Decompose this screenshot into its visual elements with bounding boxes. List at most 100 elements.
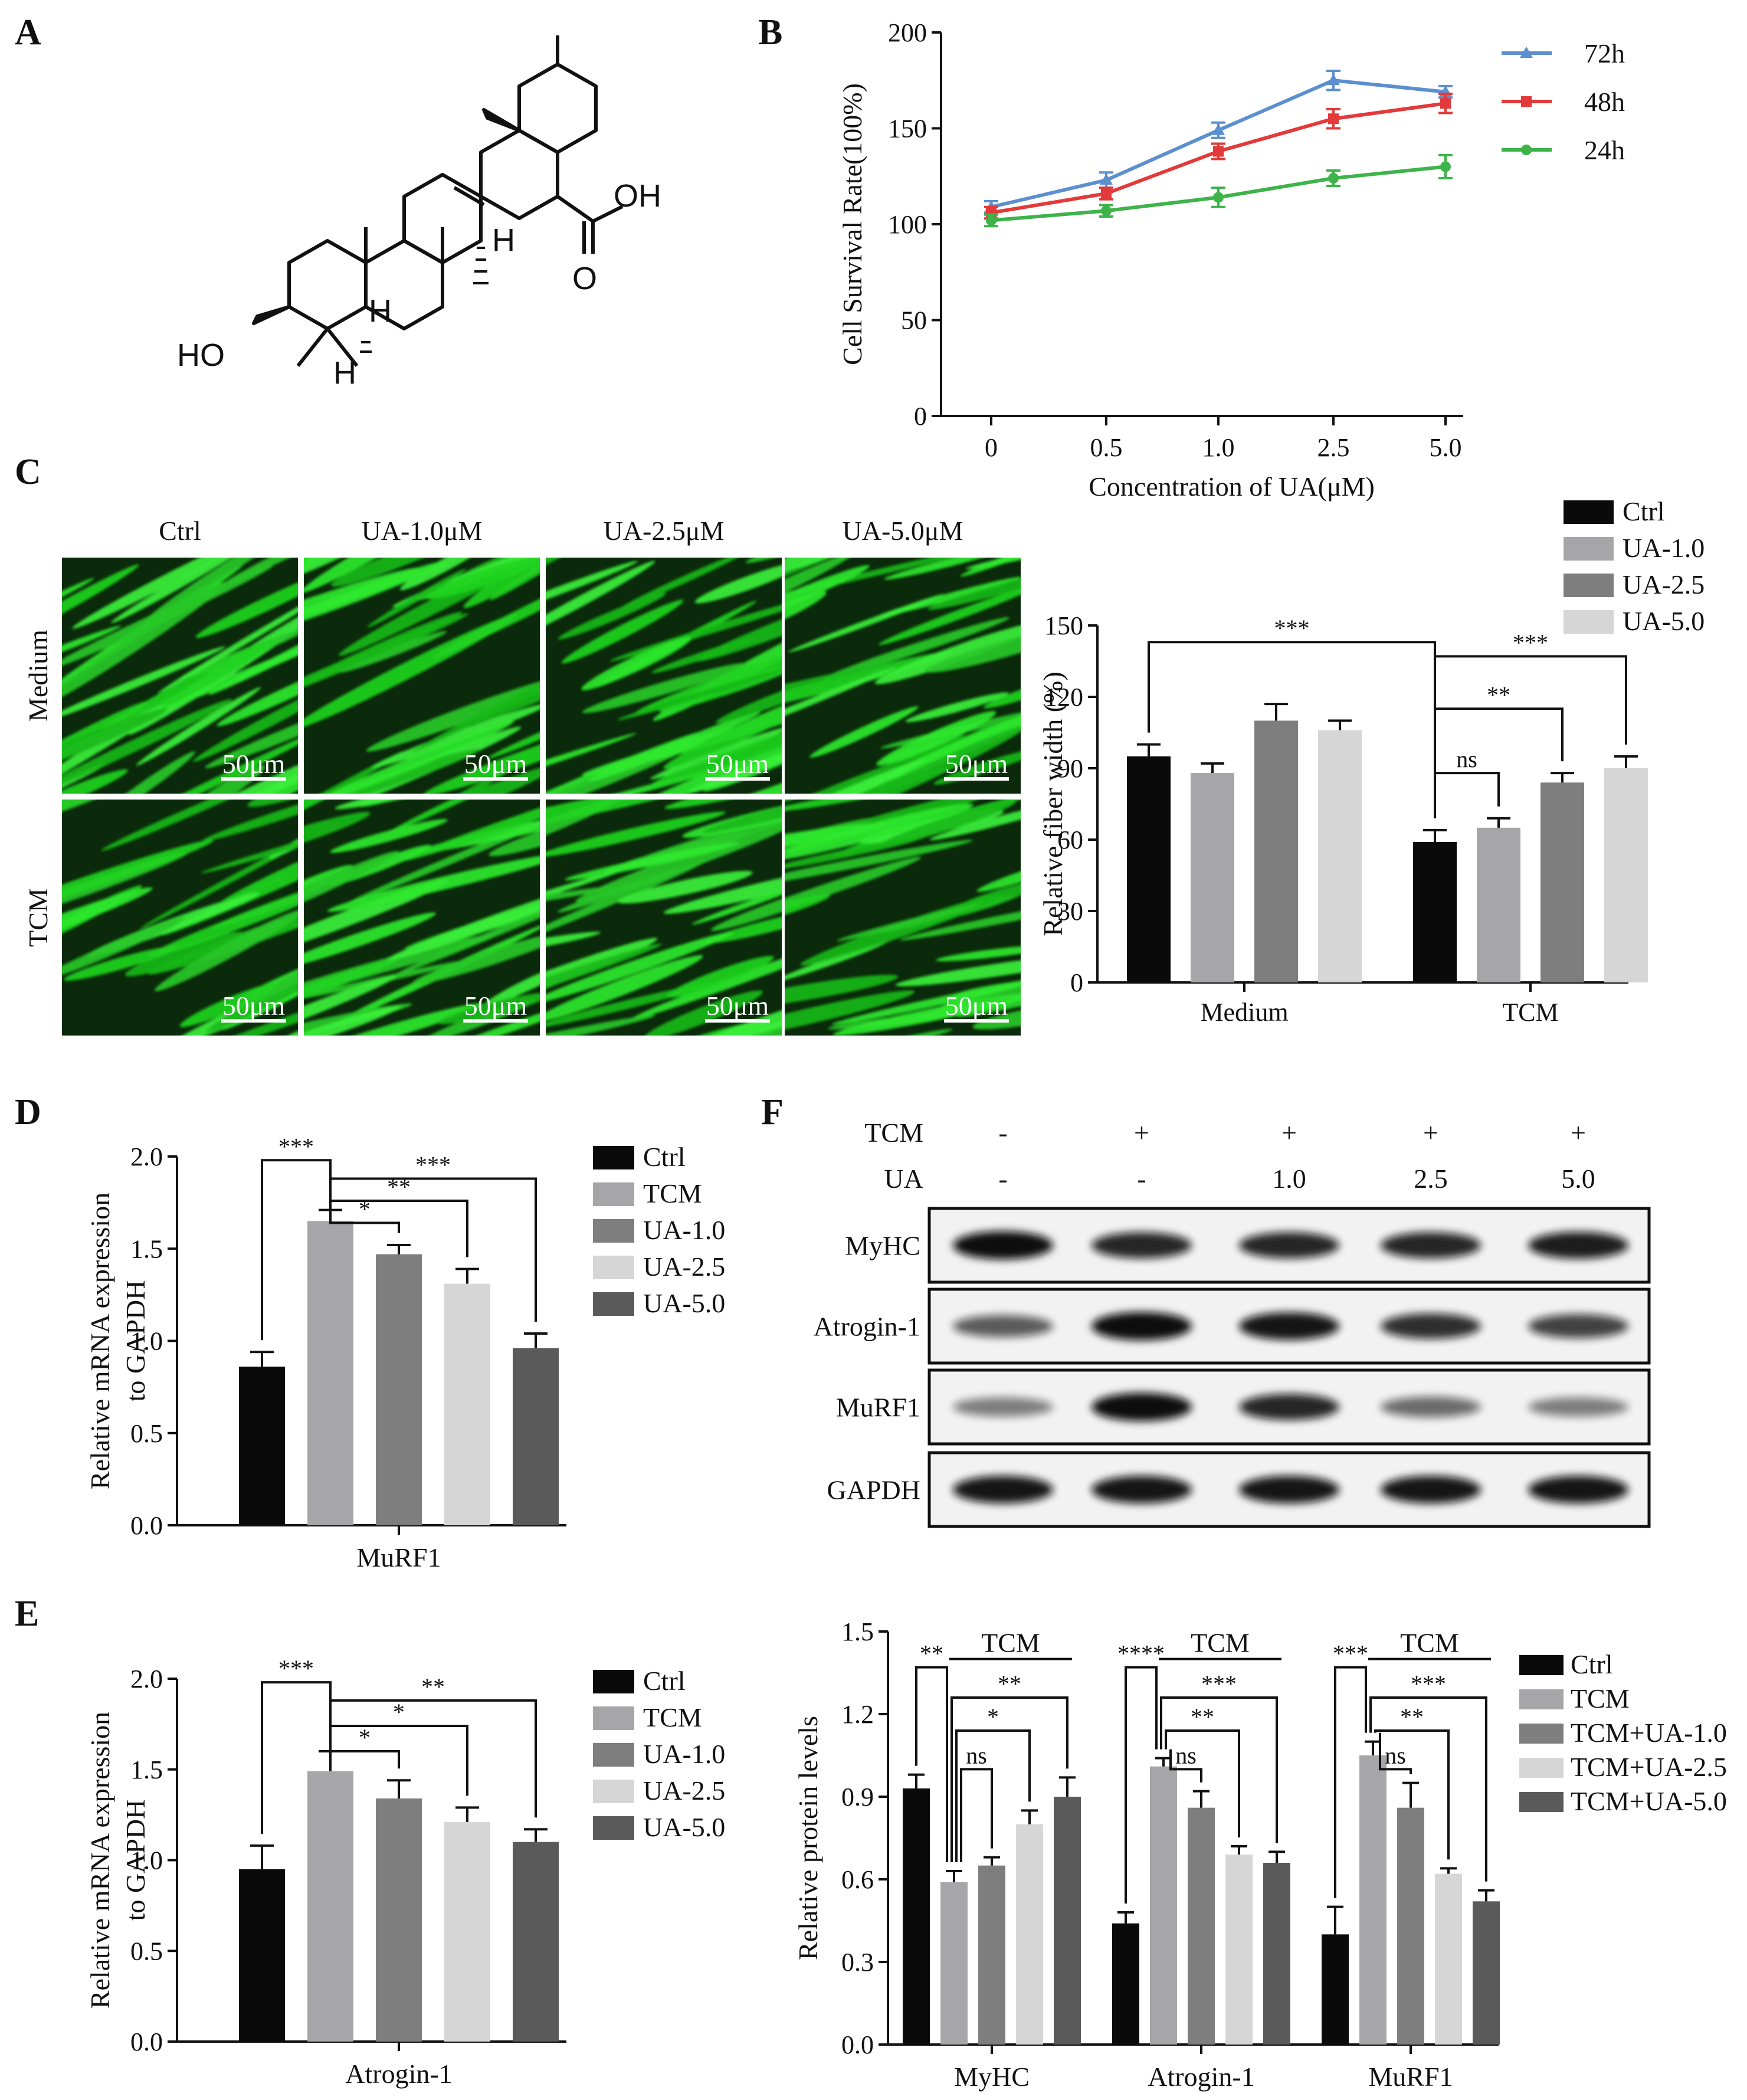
myotube-fiber <box>785 975 899 1010</box>
myotube-fiber <box>612 769 782 794</box>
myotube-fiber <box>785 941 888 982</box>
myotube-fiber <box>460 651 540 727</box>
myotube-fiber <box>304 975 396 1036</box>
chart-b-point <box>1101 188 1112 199</box>
chart-d-sig-3-label: * <box>359 1196 371 1223</box>
myotube-fiber <box>936 945 1021 962</box>
myotube-fiber <box>484 959 540 1006</box>
chart-e-bar: 0.0 0.5 1.0 1.5 2.0 Atrogin-1 Relative mRNA ex… <box>85 1655 725 2089</box>
myotube-fiber <box>304 851 399 928</box>
blot-band <box>1381 1476 1481 1503</box>
myotube-fiber <box>386 873 540 961</box>
scale-bar-label: 50μm <box>706 749 769 779</box>
chart-e-bar-UA-1.0 <box>376 1798 422 2042</box>
myotube-fiber <box>663 859 782 914</box>
myotube-fiber <box>62 646 225 723</box>
blot-band-label: Atrogin-1 <box>814 1312 920 1342</box>
myotube-fiber <box>635 646 782 714</box>
blot-header-value: 1.0 <box>1272 1164 1306 1194</box>
chart-c-ylabel: Relative fiber width (%) <box>1038 671 1068 936</box>
chart-d-legend-label: UA-2.5 <box>643 1252 725 1282</box>
myotube-fiber <box>874 622 1021 684</box>
myotube-fiber <box>546 943 662 1018</box>
chart-d-legend-swatch <box>593 1146 634 1169</box>
myotube-fiber <box>62 578 94 631</box>
myotube-fiber <box>171 724 298 794</box>
chart-f-sig-1-1-label: ns <box>1175 1742 1197 1768</box>
blot-band <box>1381 1313 1481 1339</box>
chart-c-bar-Ctrl <box>1413 842 1457 982</box>
blot-header-value: - <box>998 1118 1007 1148</box>
micrograph-3: 50μm <box>785 558 1021 794</box>
myotube-fiber <box>618 871 753 904</box>
myotube-fiber <box>785 663 892 718</box>
chart-e-bar-TCM <box>307 1771 353 2042</box>
chart-f-legend-label: TCM+UA-1.0 <box>1571 1718 1727 1748</box>
chart-c-bar-UA-1.0 <box>1191 773 1234 982</box>
blot-band <box>953 1476 1053 1503</box>
chart-c-y-tick-label: 30 <box>1057 897 1083 926</box>
chart-c-sig-2-label: *** <box>1513 629 1548 656</box>
chart-f-legend-swatch <box>1519 1724 1564 1744</box>
chart-d-bar-UA-5.0 <box>513 1348 559 1525</box>
chart-c-legend-swatch <box>1564 500 1614 524</box>
blot-band <box>1092 1393 1192 1421</box>
myotube-fiber <box>933 748 1021 785</box>
chart-e-legend-swatch <box>593 1743 634 1767</box>
chart-f-sig-5-0-label: ** <box>998 1670 1021 1697</box>
myotube-fiber <box>710 870 782 931</box>
chart-d-bar: 0.0 0.5 1.0 1.5 2.0 MuRF1 Relative mRNA expres… <box>85 1133 725 1572</box>
chart-e-legend-label: UA-2.5 <box>643 1775 725 1806</box>
myotube-fiber <box>785 565 870 628</box>
panel-label-d: D <box>15 1092 41 1132</box>
myotube-fiber <box>392 768 511 794</box>
chart-c-sig-4-bracket <box>1434 772 1500 816</box>
myotube-fiber <box>667 956 774 998</box>
chart-f-bar-Ctrl <box>903 1788 930 2045</box>
blot-band <box>1239 1394 1339 1420</box>
micrograph-fibers <box>546 558 782 794</box>
chart-b-y-tick-label: 50 <box>901 306 927 335</box>
chart-b-y-tick-label: 0 <box>914 402 927 431</box>
myotube-fiber <box>785 591 827 639</box>
micrograph-grid: Ctrl UA-1.0μM UA-2.5μM UA-5.0μM Medium TCM 50μ… <box>23 516 1021 1036</box>
micrograph-fibers <box>304 800 540 1036</box>
micrograph-fibers <box>546 800 782 1036</box>
chart-f-sig-5-1-label: *** <box>1201 1670 1237 1697</box>
chart-f-bar-TCM+UA-5.0 <box>1263 1863 1290 2045</box>
chart-f-sig-ctrl-1-bracket <box>1125 1666 1158 1904</box>
myotube-fiber <box>546 1015 656 1036</box>
myotube-fiber <box>546 561 638 623</box>
chart-e-y-tick-label: 0.5 <box>130 1937 163 1965</box>
myotube-fiber <box>546 955 703 1023</box>
myotube-fiber <box>575 817 782 902</box>
chart-d-bar-UA-2.5 <box>444 1283 490 1525</box>
micrograph-row-title: Medium <box>23 630 53 722</box>
chart-f-y-tick-label: 0.3 <box>841 1948 874 1977</box>
blot-band <box>953 1397 1053 1417</box>
chart-f-ylabel: Relative protein levels <box>793 1716 823 1960</box>
chart-e-sig-1-bracket <box>329 1699 537 1818</box>
myotube-fiber <box>809 706 919 758</box>
myotube-fiber <box>785 823 887 857</box>
chart-c-y-tick-label: 120 <box>1044 683 1083 712</box>
chart-c-y-tick-label: 90 <box>1057 754 1083 783</box>
chart-e-sig-3-bracket <box>329 1739 400 1769</box>
chart-f-sig-ctrl-2-label: *** <box>1333 1640 1368 1667</box>
scale-bar-label: 50μm <box>222 749 286 779</box>
myotube-fiber <box>785 894 831 936</box>
blot-header-value: 5.0 <box>1561 1164 1595 1194</box>
myotube-fiber <box>192 666 298 762</box>
chart-b-point <box>1440 98 1451 109</box>
chart-b-point <box>1101 205 1112 217</box>
chart-f-bar-TCM+UA-1.0 <box>978 1865 1005 2045</box>
micrograph-column-title: UA-1.0μM <box>362 516 483 546</box>
myotube-fiber <box>546 860 707 944</box>
chart-b-point <box>1328 113 1339 125</box>
myotube-fiber <box>367 569 466 628</box>
myotube-fiber <box>155 909 298 991</box>
chart-c-legend-label: UA-5.0 <box>1623 606 1705 636</box>
scale-bar-label: 50μm <box>222 991 286 1021</box>
myotube-fiber <box>927 561 1021 610</box>
myotube-fiber <box>394 881 540 975</box>
